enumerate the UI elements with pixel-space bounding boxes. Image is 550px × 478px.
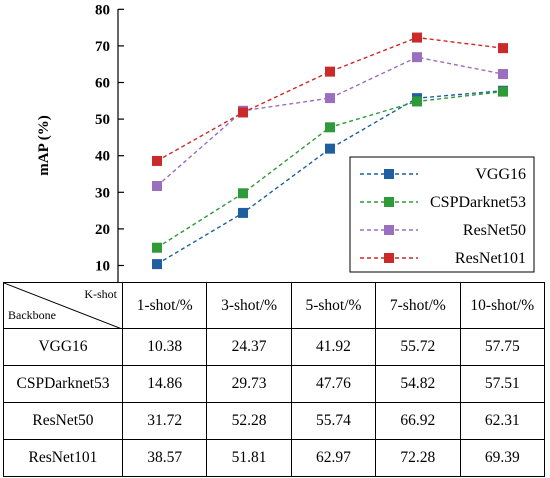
data-point [498,86,508,97]
legend-box [349,156,535,273]
data-point [498,43,508,54]
data-point [238,207,248,218]
table-cell: 69.39 [459,439,546,477]
table-cell: 38.57 [121,439,208,477]
results-table: K-shot Backbone 1-shot/% 3-shot/% 5-shot… [3,282,546,477]
table-cell: 55.74 [290,402,377,440]
table-cell: 57.75 [459,328,546,366]
table-row: VGG16 10.38 24.37 41.92 55.72 57.75 [3,328,546,366]
series-line [156,36,504,162]
table-cell: 62.97 [290,439,377,477]
y-tick-label: 80 [95,2,110,18]
y-tick-label: 60 [95,76,110,92]
chart-series [152,32,508,270]
y-tick-label: 30 [95,185,110,201]
line-chart: 10 20 30 40 50 60 70 80 mAP (%) VGG16 CSPDarknet5… [36,2,535,282]
data-point [152,242,162,253]
table-header-row: K-shot Backbone 1-shot/% 3-shot/% 5-shot… [3,282,546,329]
corner-backbone-label: Backbone [8,308,56,322]
column-header: 7-shot/% [375,282,461,329]
row-label: VGG16 [3,328,123,366]
data-point [325,66,335,77]
data-point [152,155,162,166]
table-cell: 10.38 [121,328,208,366]
table-cell: 29.73 [206,365,292,403]
y-tick-label: 50 [95,112,110,128]
column-header: 1-shot/% [121,282,208,329]
table-cell: 14.86 [121,365,208,403]
chart-legend: VGG16 CSPDarknet53 ResNet50 ResNet101 [349,156,535,273]
data-point [325,143,335,154]
y-tick-label: 10 [95,259,110,275]
table-row: ResNet50 31.72 52.28 55.74 66.92 62.31 [3,402,546,440]
row-label: ResNet101 [3,439,123,477]
data-point [325,93,335,104]
table-row: CSPDarknet53 14.86 29.73 47.76 54.82 57.… [3,365,546,403]
legend-label: VGG16 [475,166,526,183]
data-point [412,32,422,43]
data-point [325,122,335,133]
table-row: ResNet101 38.57 51.81 62.97 72.28 69.39 [3,439,546,477]
table-cell: 24.37 [206,328,292,366]
column-header: 10-shot/% [459,282,546,329]
corner-header-cell: K-shot Backbone [3,282,123,329]
y-tick-label: 40 [95,149,110,165]
row-label: ResNet50 [3,402,123,440]
series-cspdarknet53 [152,86,508,253]
corner-kshot-label: K-shot [84,287,117,301]
legend-label: CSPDarknet53 [430,194,526,211]
corner-diagonal-line [4,283,120,328]
table-cell: 57.51 [459,365,546,403]
legend-label: ResNet101 [455,250,526,267]
series-line [156,90,504,265]
row-label: CSPDarknet53 [3,365,123,403]
y-tick-label: 20 [95,222,110,238]
data-point [152,181,162,192]
chart-axes: 10 20 30 40 50 60 70 80 mAP (%) [36,2,124,282]
legend-marker [384,253,394,263]
legend-marker [384,169,394,179]
y-axis-label: mAP (%) [36,115,52,175]
legend-marker [384,197,394,207]
data-point [238,188,248,199]
column-header: 3-shot/% [206,282,292,329]
table-cell: 31.72 [121,402,208,440]
data-point [238,107,248,118]
table-cell: 51.81 [206,439,292,477]
table-cell: 54.82 [375,365,461,403]
table-cell: 52.28 [206,402,292,440]
data-point [412,96,422,107]
table-cell: 66.92 [375,402,461,440]
column-header: 5-shot/% [290,282,377,329]
series-resnet101 [152,32,508,166]
table-cell: 41.92 [290,328,377,366]
y-tick-label: 70 [95,39,110,55]
data-point [152,259,162,270]
table-cell: 72.28 [375,439,461,477]
table-cell: 47.76 [290,365,377,403]
table-cell: 55.72 [375,328,461,366]
data-point [412,52,422,63]
legend-label: ResNet50 [463,222,526,239]
data-point [498,69,508,80]
legend-marker [384,225,394,235]
table-cell: 62.31 [459,402,546,440]
